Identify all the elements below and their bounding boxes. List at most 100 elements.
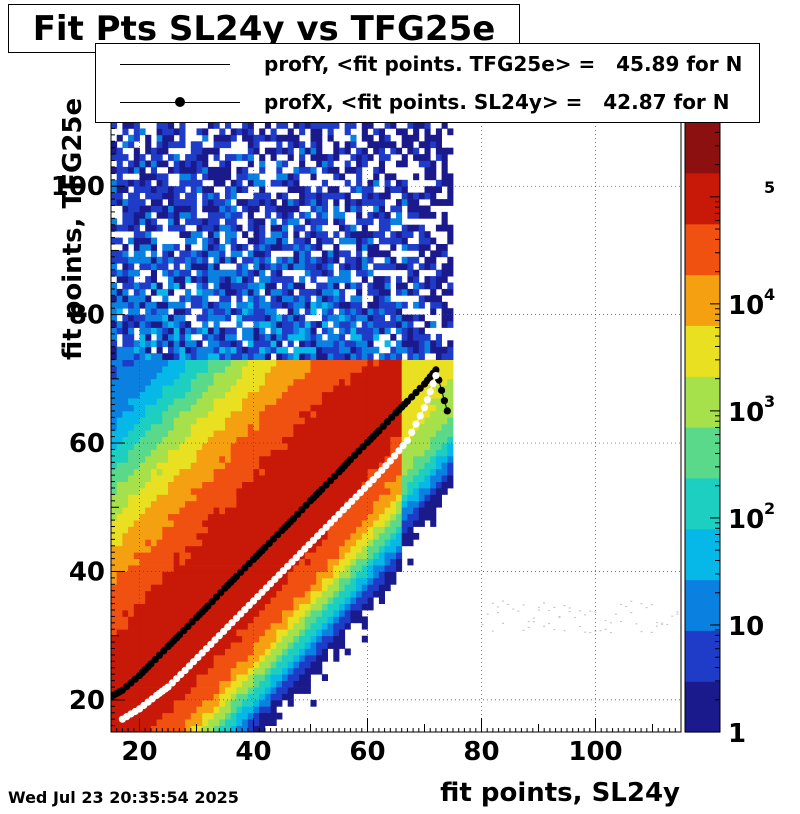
heatmap-cell <box>133 719 140 726</box>
heatmap-cell <box>390 462 397 470</box>
heatmap-cell <box>304 532 311 540</box>
heatmap-cell <box>219 410 226 418</box>
heatmap-cell <box>196 635 203 643</box>
heatmap-cell <box>190 706 197 714</box>
heatmap-cell <box>230 154 237 161</box>
heatmap-cell <box>253 475 260 482</box>
heatmap-cell <box>133 128 140 136</box>
heatmap-cell <box>344 507 351 515</box>
heatmap-cell <box>282 353 289 360</box>
heatmap-cell <box>321 154 328 161</box>
heatmap-cell <box>299 224 306 232</box>
heatmap-cell <box>293 462 300 470</box>
heatmap-cell <box>276 333 283 341</box>
heatmap-cell <box>270 385 277 393</box>
heatmap-cell <box>236 404 243 412</box>
heatmap-cell <box>293 359 300 367</box>
heatmap-cell <box>310 616 317 624</box>
heatmap-cell <box>270 680 277 688</box>
heatmap-cell <box>310 648 317 656</box>
heatmap-cell <box>276 288 283 296</box>
heatmap-cell <box>333 507 340 515</box>
heatmap-cell <box>418 507 425 515</box>
heatmap-cell <box>441 417 448 425</box>
heatmap-cell <box>270 147 277 155</box>
heatmap-cell <box>213 231 220 238</box>
heatmap-cell <box>111 488 118 495</box>
heatmap-cell <box>270 417 277 425</box>
heatmap-cell <box>213 244 220 251</box>
heatmap-cell <box>367 372 374 380</box>
heatmap-cell <box>219 333 226 341</box>
heatmap-cell <box>321 577 328 585</box>
heatmap-cell <box>219 468 226 476</box>
heatmap-cell <box>168 693 175 701</box>
heatmap-sparse-cell <box>604 619 607 622</box>
heatmap-cell <box>361 545 368 553</box>
heatmap-cell <box>396 545 403 553</box>
heatmap-cell <box>230 520 237 527</box>
heatmap-cell <box>111 629 118 637</box>
heatmap-cell <box>236 712 243 720</box>
heatmap-cell <box>242 449 249 457</box>
palette-tick-label: 10 <box>728 291 764 321</box>
heatmap-cell <box>287 301 294 309</box>
heatmap-cell <box>230 719 237 726</box>
heatmap-cell <box>219 308 226 315</box>
heatmap-cell <box>225 224 232 232</box>
heatmap-cell <box>316 545 323 553</box>
heatmap-cell <box>418 391 425 399</box>
heatmap-cell <box>179 211 186 219</box>
heatmap-cell <box>179 340 186 348</box>
heatmap-cell <box>150 488 157 495</box>
heatmap-cell <box>264 288 271 296</box>
heatmap-cell <box>185 359 192 367</box>
heatmap-cell <box>145 224 152 232</box>
heatmap-cell <box>213 192 220 200</box>
heatmap-cell <box>282 205 289 213</box>
heatmap-cell <box>139 417 146 425</box>
heatmap-cell <box>441 430 448 437</box>
heatmap-cell <box>247 391 254 399</box>
heatmap-cell <box>196 256 203 264</box>
heatmap-cell <box>282 642 289 649</box>
heatmap-cell <box>441 288 448 296</box>
heatmap-cell <box>304 417 311 425</box>
heatmap-cell <box>190 507 197 515</box>
heatmap-cell <box>230 494 237 502</box>
heatmap-cell <box>207 269 214 277</box>
heatmap-cell <box>310 340 317 348</box>
heatmap-cell <box>299 199 306 206</box>
heatmap-cell <box>270 558 277 566</box>
heatmap-cell <box>384 372 391 380</box>
heatmap-cell <box>435 359 442 367</box>
heatmap-cell <box>270 597 277 604</box>
heatmap-cell <box>219 224 226 232</box>
heatmap-cell <box>122 539 129 547</box>
heatmap-cell <box>293 532 300 540</box>
heatmap-cell <box>339 333 346 341</box>
heatmap-cell <box>361 449 368 457</box>
heatmap-cell <box>276 642 283 649</box>
heatmap-cell <box>225 256 232 264</box>
heatmap-cell <box>116 154 123 161</box>
heatmap-cell <box>390 333 397 341</box>
heatmap-cell <box>282 179 289 187</box>
heatmap-cell <box>236 520 243 527</box>
heatmap-cell <box>401 500 408 508</box>
heatmap-cell <box>407 507 414 515</box>
heatmap-cell <box>344 308 351 315</box>
heatmap-cell <box>185 552 192 559</box>
heatmap-cell <box>361 507 368 515</box>
heatmap-cell <box>316 378 323 386</box>
heatmap-cell <box>111 603 118 611</box>
heatmap-cell <box>156 385 163 393</box>
heatmap-cell <box>139 488 146 495</box>
heatmap-cell <box>327 269 334 277</box>
heatmap-cell <box>333 526 340 534</box>
heatmap-cell <box>282 667 289 675</box>
heatmap-cell <box>384 423 391 431</box>
heatmap-cell <box>396 211 403 219</box>
heatmap-cell <box>150 629 157 637</box>
heatmap-cell <box>339 308 346 315</box>
